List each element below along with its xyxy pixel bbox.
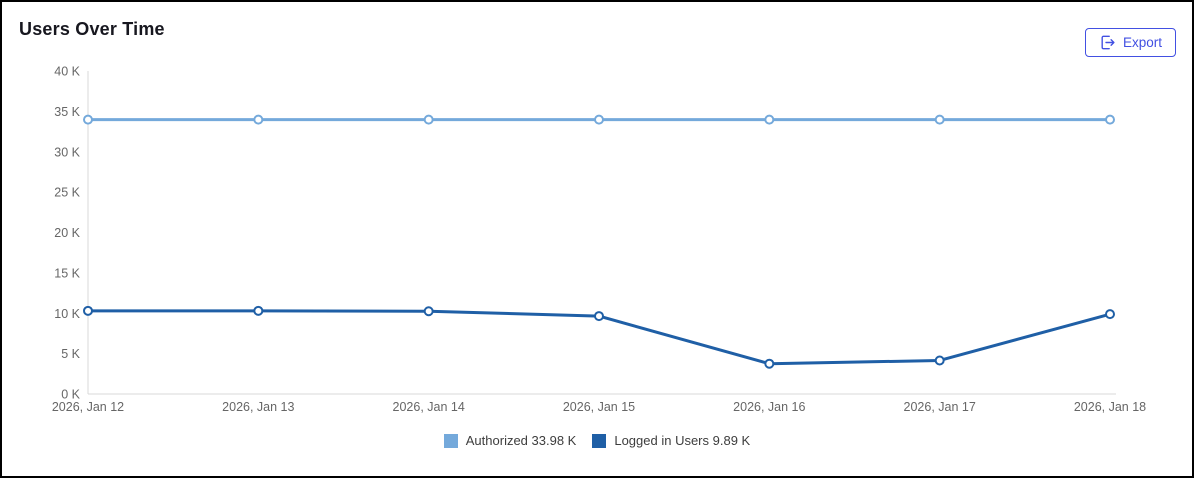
x-tick-label: 2026, Jan 12	[52, 400, 124, 414]
data-point-marker[interactable]	[764, 358, 775, 369]
y-tick-label: 40 K	[54, 65, 80, 79]
legend-item-logged-in-users[interactable]: Logged in Users 9.89 K	[592, 433, 750, 448]
page-title: Users Over Time	[19, 19, 165, 39]
y-tick-label: 20 K	[54, 226, 80, 240]
data-point-marker[interactable]	[764, 114, 775, 125]
data-point-marker[interactable]	[934, 355, 945, 366]
data-point-marker[interactable]	[934, 114, 945, 125]
x-tick-label: 2026, Jan 17	[904, 400, 976, 414]
export-button[interactable]: Export	[1084, 28, 1176, 57]
data-point-marker[interactable]	[594, 114, 604, 125]
data-point-marker[interactable]	[594, 311, 604, 322]
y-tick-label: 0 K	[61, 388, 80, 402]
export-button-label: Export	[1122, 35, 1162, 50]
data-point-marker[interactable]	[253, 305, 264, 316]
chart-legend: Authorized 33.98 K Logged in Users 9.89 K	[2, 433, 1192, 448]
legend-swatch	[592, 433, 607, 448]
data-point-marker[interactable]	[83, 305, 93, 316]
y-tick-label: 25 K	[54, 186, 80, 200]
x-tick-label: 2026, Jan 13	[222, 400, 294, 414]
data-point-marker[interactable]	[423, 114, 434, 125]
data-point-marker[interactable]	[253, 114, 264, 125]
x-tick-label: 2026, Jan 14	[393, 400, 465, 414]
data-point-marker[interactable]	[423, 306, 434, 317]
x-tick-label: 2026, Jan 18	[1074, 400, 1146, 414]
x-tick-label: 2026, Jan 15	[563, 400, 635, 414]
y-tick-label: 10 K	[54, 307, 80, 321]
legend-swatch	[443, 433, 458, 448]
legend-label: Logged in Users 9.89 K	[614, 433, 751, 448]
legend-label: Authorized 33.98 K	[465, 433, 577, 448]
y-tick-label: 30 K	[54, 145, 80, 159]
y-tick-label: 5 K	[61, 347, 80, 361]
data-point-marker[interactable]	[1105, 309, 1115, 320]
x-tick-label: 2026, Jan 16	[733, 400, 805, 414]
data-point-marker[interactable]	[1105, 114, 1115, 125]
export-icon	[1099, 34, 1116, 51]
y-tick-label: 35 K	[54, 105, 80, 119]
data-point-marker[interactable]	[83, 114, 93, 125]
y-tick-label: 15 K	[54, 266, 80, 280]
legend-item-authorized[interactable]: Authorized 33.98 K	[443, 433, 577, 448]
